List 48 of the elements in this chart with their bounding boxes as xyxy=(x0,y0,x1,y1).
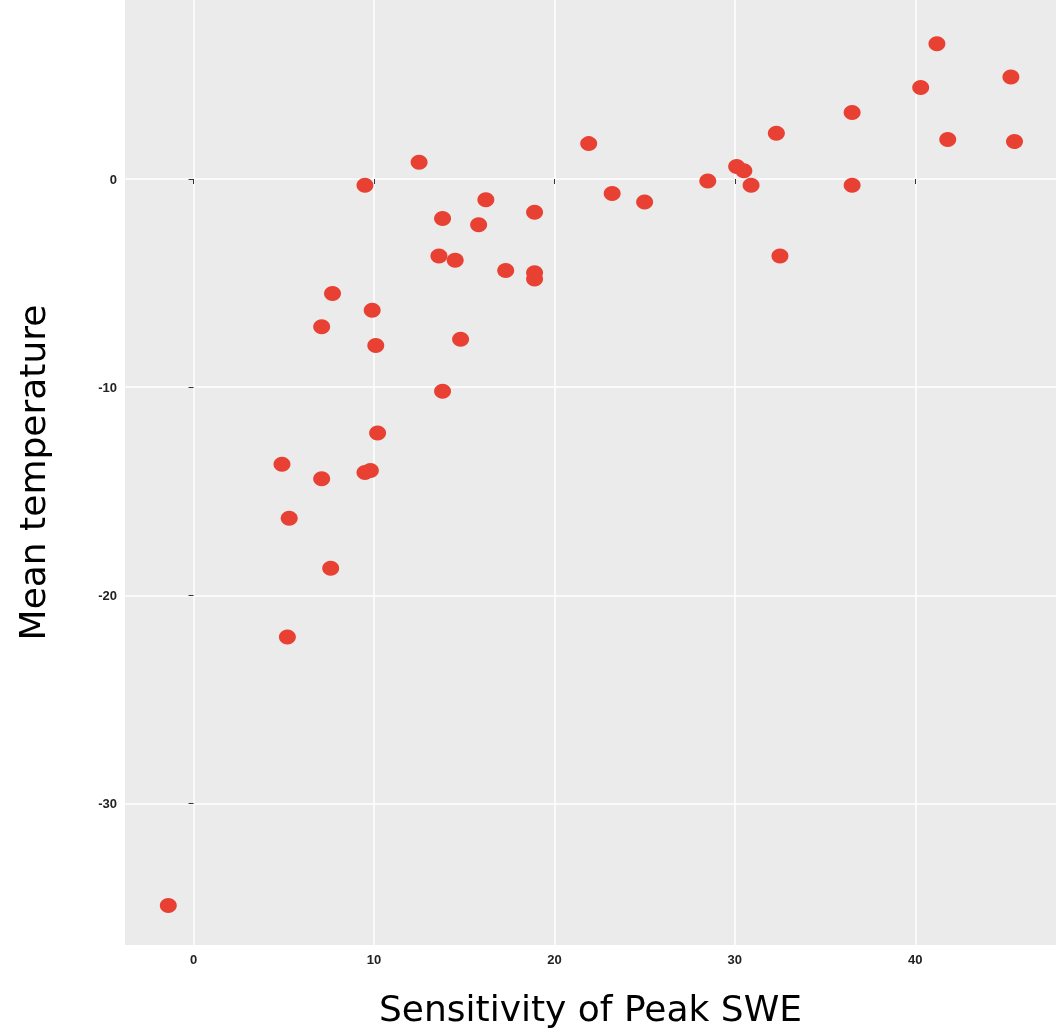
point xyxy=(470,217,488,233)
point xyxy=(939,131,957,147)
point xyxy=(313,319,331,335)
point xyxy=(477,192,495,208)
point xyxy=(699,173,717,189)
point xyxy=(356,177,374,193)
y-tick-label: -20 xyxy=(98,587,117,603)
point xyxy=(843,177,861,193)
point xyxy=(771,248,789,264)
point xyxy=(430,248,448,264)
x-tick-label: 40 xyxy=(908,952,923,967)
point xyxy=(603,186,621,202)
y-axis-title: Mean temperature xyxy=(11,304,53,641)
y-tick-label: -30 xyxy=(98,795,117,811)
x-tick-label: 10 xyxy=(366,952,382,967)
point xyxy=(767,125,785,141)
point xyxy=(843,104,861,120)
y-tick-label: 0 xyxy=(109,171,117,187)
point xyxy=(742,177,760,193)
point xyxy=(280,510,298,526)
point xyxy=(446,252,464,268)
point xyxy=(273,456,291,472)
y-tick-label: -10 xyxy=(98,379,117,395)
point xyxy=(580,136,598,152)
point xyxy=(1002,69,1020,85)
point xyxy=(452,331,470,347)
x-tick-label: 0 xyxy=(189,952,198,967)
point xyxy=(735,163,753,179)
point xyxy=(1006,134,1023,150)
point xyxy=(497,263,515,279)
point xyxy=(369,425,387,441)
point xyxy=(278,629,296,645)
point xyxy=(367,338,385,354)
x-axis-title: Sensitivity of Peak SWE xyxy=(378,987,803,1029)
point xyxy=(324,285,341,301)
point xyxy=(410,154,428,170)
point xyxy=(159,897,177,913)
point xyxy=(434,211,452,227)
point xyxy=(363,302,381,318)
point xyxy=(636,194,654,210)
point xyxy=(928,36,946,52)
x-tick-label: 20 xyxy=(547,952,562,967)
point xyxy=(313,471,331,487)
point xyxy=(434,383,452,399)
x-tick-label: 30 xyxy=(727,952,743,967)
point xyxy=(912,79,930,95)
point xyxy=(526,204,544,220)
point xyxy=(322,560,340,576)
